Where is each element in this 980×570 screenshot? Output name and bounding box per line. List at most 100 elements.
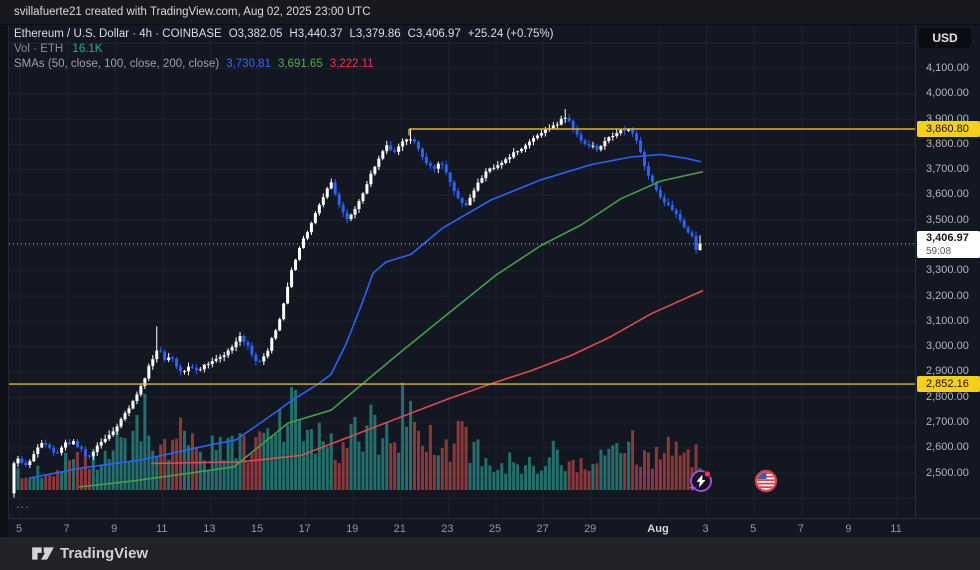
volume-bar [468,462,472,490]
volume-bar [524,465,528,490]
volume-bar [44,475,48,490]
time-axis-label: 7 [63,523,70,535]
candle-body [305,232,309,239]
volume-bar [151,450,155,490]
candle-body [639,140,643,152]
candle-body [218,356,222,359]
sma-value: 3,730.81 [226,58,271,70]
ohlc-value: +25.24 (+0.75%) [467,28,554,40]
volume-bar [341,442,345,490]
candle-body [563,117,567,119]
time-axis-label: 5 [750,523,757,535]
volume-bar [163,439,167,490]
candle-body [492,167,496,169]
volume-bar [587,470,591,490]
candle-body [24,462,28,466]
candle-body [127,408,131,414]
volume-bar [397,452,401,490]
candle-body [262,356,266,362]
volume-bar [476,439,480,490]
price-axis-label: 3,800.00 [926,137,969,150]
candle-body [290,269,294,287]
volume-bar [139,441,143,490]
volume-bar [48,475,52,490]
candle-body [440,163,444,165]
candle-body [115,426,119,432]
volume-bar [91,448,95,490]
volume-bar [333,459,337,490]
volume-bar [599,449,603,490]
volume-bar [107,458,111,490]
volume-bar [547,457,551,490]
volume-bar [294,390,298,490]
candle-body [123,413,127,420]
candle-body [186,366,190,372]
volume-bar [551,440,555,490]
candle-body [401,141,405,147]
volume-value: 16.1K [72,43,103,55]
volume-bar [262,432,266,490]
candle-body [674,210,678,214]
sma-line-sma100 [78,170,704,488]
tradingview-wordmark: TradingView [60,545,149,562]
volume-bar [504,473,508,490]
legend-symbol-row[interactable]: Ethereum / U.S. Dollar · 4h · COINBASE O3… [14,27,553,42]
legend-sma-row[interactable]: SMAs (50, close, 100, close, 200, close)… [14,57,553,72]
volume-bar [111,450,115,490]
candle-body [381,151,385,159]
candle-body [103,438,107,442]
crypto-event-icon[interactable] [688,470,712,492]
volume-bar [68,460,72,490]
time-axis-label: 3 [702,523,709,535]
volume-bar [543,465,547,490]
candle-body [373,166,377,174]
us-flag-event-icon[interactable] [754,469,778,493]
candle-body [317,204,321,214]
volume-bar [179,417,183,490]
candle-body [313,213,317,223]
chart-panel: Ethereum / U.S. Dollar · 4h · COINBASE O3… [8,25,980,537]
volume-bar [103,450,107,490]
candle-body [512,152,516,158]
candle-body [266,350,270,357]
ohlc-value: L3,379.86 [349,28,401,40]
candle-body [591,145,595,147]
volume-bar [603,455,607,490]
candle-body [206,363,210,365]
currency-toggle-button[interactable]: USD [919,28,971,48]
candle-body [385,145,389,152]
level-price-label: 3,860.80 [917,120,980,137]
price-axis-label: 2,500.00 [926,466,969,479]
candle-body [12,463,16,494]
candle-body [488,168,492,172]
volume-bar [643,450,647,490]
level-price-label: 2,852.16 [917,376,980,393]
volume-bar [579,458,583,490]
volume-bar [99,464,103,490]
volume-bar [190,433,194,490]
candle-body [28,461,32,466]
volume-bar [512,462,516,490]
volume-bar [694,444,698,490]
candle-body [44,443,48,445]
time-axis-label: 7 [797,523,804,535]
candle-body [278,319,282,331]
candle-body [171,357,175,359]
volume-label: Vol · ETH [14,43,64,55]
price-axis[interactable]: USD 4,100.00 4,000.00 3,900.00 3,800.00 3,70… [915,25,980,518]
candlestick-chart[interactable] [9,25,915,518]
candle-body [646,166,650,176]
candle-body [214,358,218,362]
bar-countdown: 59:08 [926,245,952,257]
candle-body [615,133,619,136]
legend-volume-row[interactable]: Vol · ETH 16.1K [14,42,553,57]
price-axis-label: 2,700.00 [926,416,969,429]
volume-bar [627,441,631,490]
candle-body [301,238,305,248]
time-axis[interactable]: 5 7 9 11 13 15 17 19 21 23 25 27 29 Aug 3 5 7 9 11 [8,518,980,537]
candle-body [389,145,393,150]
sma-line-sma50 [28,153,702,479]
candle-body [294,259,298,270]
volume-bar [159,444,163,490]
pane-collapse-ellipsis[interactable]: ... [16,496,30,511]
